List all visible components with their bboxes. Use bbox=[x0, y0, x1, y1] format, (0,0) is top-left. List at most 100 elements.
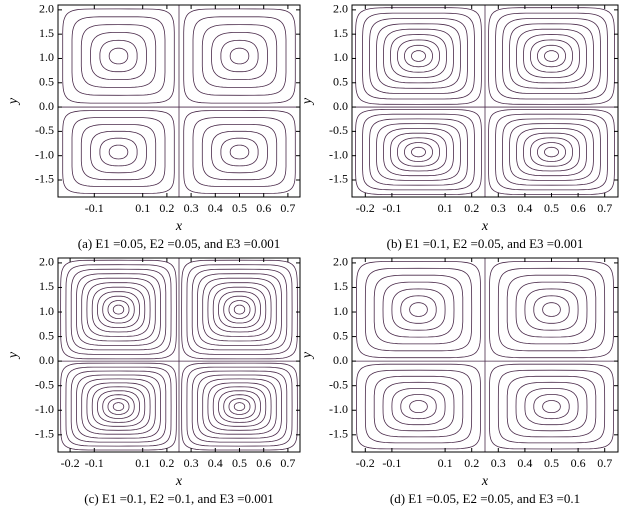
contour-line bbox=[191, 370, 288, 443]
contour-line bbox=[488, 108, 615, 195]
y-tick-label: 2.0 bbox=[39, 255, 54, 269]
contour-line bbox=[186, 366, 293, 447]
contour-line bbox=[211, 130, 268, 174]
contour-line bbox=[362, 113, 475, 191]
contour-line bbox=[502, 118, 601, 186]
contour-line bbox=[97, 291, 140, 328]
contour-line bbox=[75, 374, 162, 439]
contour-line bbox=[70, 370, 167, 443]
contour-line bbox=[502, 17, 601, 94]
contour-line bbox=[400, 394, 437, 420]
contour-line bbox=[397, 39, 440, 73]
contour-line bbox=[497, 267, 606, 352]
caption: (d) E1 =0.05, E2 =0.05, and E3 =0.1 bbox=[390, 491, 580, 506]
contour-line bbox=[391, 288, 446, 331]
contour-line bbox=[497, 369, 606, 444]
contour-line bbox=[207, 382, 272, 431]
contour-line bbox=[355, 108, 482, 195]
x-tick-label: 0.2 bbox=[159, 456, 174, 470]
contour-line bbox=[383, 28, 454, 84]
x-tick-label: -0.1 bbox=[382, 456, 401, 470]
contour-line bbox=[542, 302, 561, 317]
contour-line bbox=[355, 260, 482, 359]
contour-line bbox=[112, 304, 125, 315]
contour-line bbox=[211, 32, 268, 81]
contour-line bbox=[192, 16, 287, 96]
contour-line bbox=[228, 398, 251, 415]
contour-line bbox=[364, 369, 473, 444]
contour-line bbox=[181, 362, 298, 451]
y-tick-label: -1.0 bbox=[329, 402, 348, 416]
contour-line bbox=[60, 362, 177, 451]
contour-line bbox=[530, 137, 573, 167]
x-tick-label: -0.1 bbox=[85, 456, 104, 470]
caption: (c) E1 =0.1, E2 =0.1, and E3 =0.001 bbox=[84, 491, 274, 506]
contour-line bbox=[229, 144, 250, 160]
contour-line bbox=[97, 390, 140, 423]
x-tick-label: -0.1 bbox=[85, 201, 104, 215]
contour-line bbox=[233, 402, 246, 411]
contour-line bbox=[516, 28, 587, 84]
contour-line bbox=[488, 260, 615, 359]
contour-line bbox=[90, 32, 147, 81]
x-tick-label: -0.2 bbox=[61, 456, 80, 470]
contour-line bbox=[544, 146, 559, 158]
x-tick-label: -0.2 bbox=[356, 456, 375, 470]
x-tick-label: 0.6 bbox=[571, 456, 586, 470]
x-tick-label: 0.4 bbox=[517, 456, 532, 470]
contour-line bbox=[102, 295, 135, 324]
x-tick-label: 0.2 bbox=[464, 201, 479, 215]
x-tick-label: 0.7 bbox=[280, 456, 295, 470]
contour-line bbox=[181, 259, 298, 360]
contour-line bbox=[409, 302, 428, 317]
contour-line bbox=[515, 381, 588, 432]
contour-line bbox=[390, 132, 447, 172]
contour-line bbox=[228, 300, 251, 319]
x-tick-label: -0.2 bbox=[356, 201, 375, 215]
contour-line bbox=[523, 34, 580, 78]
contour-line bbox=[220, 39, 259, 73]
contour-line bbox=[201, 124, 278, 181]
contour-line bbox=[542, 400, 561, 413]
contour-line bbox=[108, 47, 129, 65]
contour-line bbox=[80, 24, 157, 88]
contour-line bbox=[218, 291, 261, 328]
x-tick-label: 0.3 bbox=[184, 456, 199, 470]
y-tick-label: 0.0 bbox=[39, 353, 54, 367]
x-tick-label: 0.5 bbox=[232, 456, 247, 470]
contour-line bbox=[196, 374, 283, 439]
contour-line bbox=[191, 268, 288, 351]
contour-line bbox=[533, 295, 570, 324]
contour-line bbox=[373, 375, 464, 438]
x-tick-label: 0.5 bbox=[232, 201, 247, 215]
contour-line bbox=[533, 394, 570, 420]
y-axis-label: y bbox=[6, 351, 21, 360]
y-tick-label: 2.0 bbox=[333, 2, 348, 16]
contour-line bbox=[223, 394, 256, 419]
x-tick-label: 0.6 bbox=[256, 456, 271, 470]
contour-line bbox=[202, 378, 277, 435]
x-tick-label: 0.1 bbox=[438, 201, 453, 215]
caption: (b) E1 =0.1, E2 =0.05, and E3 =0.001 bbox=[387, 236, 584, 251]
y-tick-label: -0.5 bbox=[329, 377, 348, 391]
x-tick-label: 0.3 bbox=[491, 456, 506, 470]
y-tick-label: -1.0 bbox=[35, 402, 54, 416]
contour-line bbox=[65, 366, 172, 447]
x-axis-label: x bbox=[481, 474, 489, 489]
contour-line bbox=[229, 47, 250, 65]
contour-line bbox=[495, 113, 608, 191]
contour-line bbox=[391, 388, 446, 426]
x-tick-label: 0.1 bbox=[438, 456, 453, 470]
y-tick-label: 0.5 bbox=[333, 328, 348, 342]
contour-line bbox=[90, 130, 147, 174]
contour-line bbox=[516, 128, 587, 177]
y-tick-label: -1.0 bbox=[329, 147, 348, 161]
x-tick-label: 0.7 bbox=[280, 201, 295, 215]
contour-line bbox=[524, 388, 579, 426]
contour-line bbox=[382, 381, 455, 432]
y-tick-label: -1.5 bbox=[329, 172, 348, 186]
y-tick-label: -1.0 bbox=[35, 147, 54, 161]
y-tick-label: -1.5 bbox=[35, 172, 54, 186]
contour-line bbox=[86, 382, 151, 431]
y-tick-label: 1.5 bbox=[333, 279, 348, 293]
